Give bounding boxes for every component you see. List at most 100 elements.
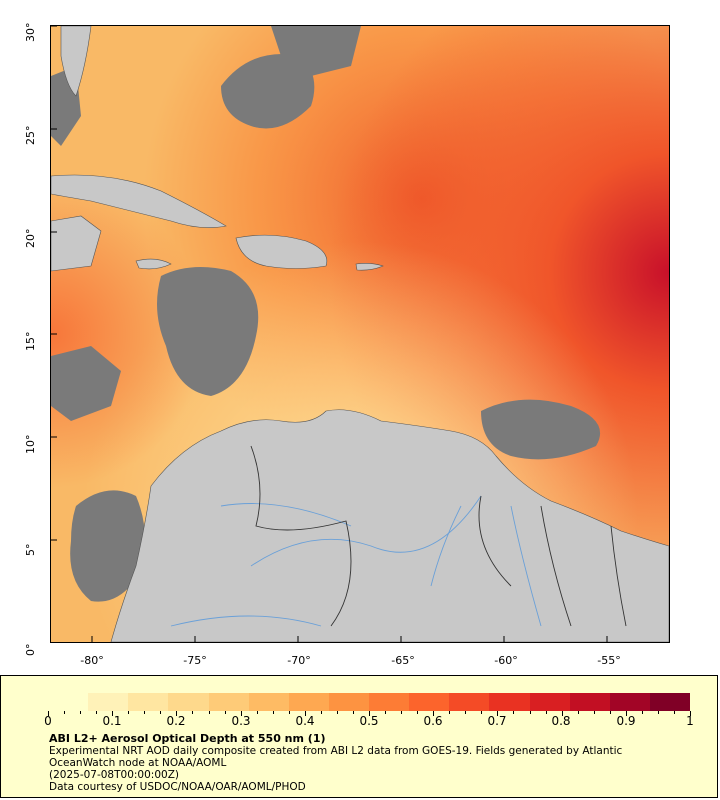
colorbar-cell [676,693,690,711]
colorbar-cell [623,693,637,711]
lat-label-20: 20° [24,228,37,249]
colorbar-cell [221,693,236,711]
colorbar-tick-mark [272,711,274,714]
colorbar-cell [48,693,62,711]
colorbar-cell [489,693,503,711]
land-hispaniola [235,234,328,269]
land-puerto-rico [355,263,384,271]
colorbar-cell [181,693,196,711]
legend-date: (2025-07-08T00:00:00Z) [49,769,179,781]
colorbar-label-0: 0 [44,714,52,728]
borders [250,445,627,627]
colorbar-cell [315,693,329,711]
colorbar-label-1: 1 [686,714,694,728]
colorbar-cell [74,693,89,711]
colorbar-cell [435,693,450,711]
colorbar-tick-mark [320,711,322,714]
colorbar-tick-mark [561,711,563,716]
lat-label-25: 25° [24,125,37,146]
colorbar-tick-mark [513,711,515,714]
colorbar-tick-mark [208,711,210,714]
aod-map [50,25,670,643]
colorbar-cell [636,693,650,711]
colorbar-cell [516,693,530,711]
no-data-west [51,346,121,421]
colorbar-cell [449,693,463,711]
colorbar-cell [275,693,289,711]
colorbar-tick-mark [80,711,82,714]
colorbar-tick-mark [128,711,130,714]
colorbar-cell [101,693,115,711]
aod-map-svg [51,26,669,642]
colorbar-cell [235,693,249,711]
colorbar-tick-mark [64,711,66,714]
lon-label-75: -75° [183,654,207,667]
colorbar-cell [208,693,222,711]
colorbar-tick-mark [304,711,306,716]
lon-label-60: -60° [494,654,518,667]
colorbar-cell [155,693,169,711]
colorbar-cell [302,693,316,711]
colorbar-cell [502,693,517,711]
colorbar-tick-mark [176,711,178,716]
colorbar-tick-mark [481,711,483,714]
colorbar-tick-mark [144,711,146,714]
no-data-caribbean [157,267,259,396]
colorbar-label-0.1: 0.1 [102,714,122,728]
colorbar-tick-mark [96,711,98,714]
colorbar-tick-mark [240,711,242,716]
legend-credit: Data courtesy of USDOC/NOAA/OAR/AOML/PHO… [49,781,306,793]
colorbar-label-0.3: 0.3 [231,714,251,728]
colorbar-cell [609,693,624,711]
no-data-lake [70,490,145,602]
colorbar-tick-mark [160,711,162,714]
colorbar-cell [248,693,262,711]
colorbar-cell [583,693,597,711]
lon-label-65: -65° [391,654,415,667]
legend-description-2: OceanWatch node at NOAA/AOML [49,757,227,769]
land-jamaica [135,258,172,270]
colorbar-tick-mark [465,711,467,714]
lon-label-80: -80° [80,654,104,667]
river-meta [220,503,352,527]
colorbar-label-0.9: 0.9 [616,714,636,728]
colorbar-cell [262,693,276,711]
colorbar-cell [556,693,570,711]
border-colombia-venezuela [250,445,352,627]
colorbar-cell [569,693,583,711]
colorbar-tick-mark [112,711,114,716]
colorbar-cell [369,693,383,711]
colorbar-tick-mark [657,711,659,714]
colorbar-cell [168,693,182,711]
colorbar-tick-mark [641,711,643,714]
colorbar-cell [355,693,369,711]
colorbar-tick-mark [224,711,226,714]
colorbar-cell [288,693,303,711]
colorbar-cell [128,693,142,711]
colorbar-tick-mark [417,711,419,714]
lon-label-55: -55° [597,654,621,667]
land-florida [60,26,92,97]
lat-label-10: 10° [24,434,37,455]
colorbar-label-0.4: 0.4 [295,714,315,728]
colorbar-cell [649,693,664,711]
colorbar-cell [342,693,356,711]
colorbar-label-0.7: 0.7 [487,714,507,728]
colorbar-label-0.8: 0.8 [551,714,571,728]
colorbar-tick-mark [256,711,258,714]
colorbar-tick-mark [385,711,387,714]
no-data-north [221,54,315,129]
colorbar-cell [476,693,490,711]
colorbar-tick-mark [529,711,531,714]
lon-label-70: -70° [287,654,311,667]
river-orinoco [250,495,482,567]
colorbar-tick-mark [352,711,354,714]
colorbar [48,693,690,711]
lat-label-30: 30° [24,22,37,43]
colorbar-tick-mark [401,711,403,714]
colorbar-tick-mark [497,711,499,716]
no-data-northeast [271,26,361,76]
colorbar-tick-mark [336,711,338,714]
colorbar-tick-mark [545,711,547,714]
colorbar-label-0.2: 0.2 [166,714,186,728]
